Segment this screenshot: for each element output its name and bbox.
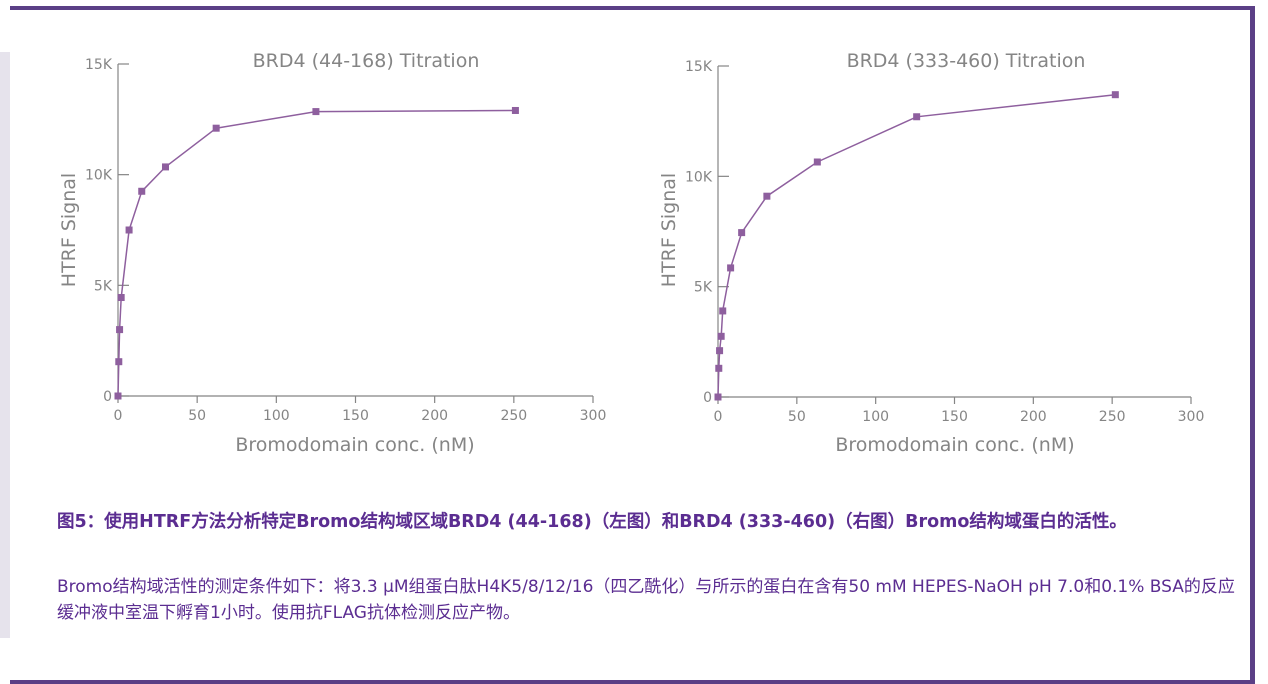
- x-tick-label: 300: [580, 408, 607, 424]
- y-tick-label: 5K: [694, 280, 713, 296]
- y-tick-label: 10K: [685, 169, 713, 185]
- x-tick-label: 250: [500, 408, 527, 424]
- x-tick-label: 0: [114, 408, 123, 424]
- x-tick-label: 150: [342, 408, 369, 424]
- data-point: [1111, 91, 1119, 99]
- data-point: [727, 264, 735, 272]
- data-point: [312, 108, 320, 116]
- series-line: [117, 109, 516, 397]
- x-tick-label: 50: [188, 408, 206, 424]
- data-point: [714, 393, 722, 401]
- x-tick-label: 150: [941, 409, 968, 425]
- data-point: [738, 229, 746, 237]
- data-point: [813, 158, 821, 166]
- data-point: [117, 294, 125, 302]
- figure-frame: [10, 6, 1255, 684]
- x-tick-label: 100: [263, 408, 290, 424]
- data-point: [116, 326, 124, 334]
- data-point: [715, 364, 723, 372]
- data-point: [212, 124, 220, 132]
- data-point: [511, 106, 519, 114]
- x-tick-label: 0: [714, 409, 723, 425]
- chart-brd4-333-460: 0 50 100 150 200 250 300 0 5K 10K 15K BRD4 (333-460…: [658, 50, 1205, 456]
- figure-caption-body: Bromo结构域活性的测定条件如下：将3.3 μM组蛋白肽H4K5/8/12/1…: [57, 577, 1235, 623]
- y-tick-label: 10K: [85, 168, 113, 184]
- chart-title: BRD4 (44-168) Titration: [253, 50, 480, 72]
- y-tick-label: 0: [703, 390, 712, 406]
- data-point: [716, 347, 724, 355]
- x-tick-label: 100: [862, 409, 889, 425]
- data-point: [913, 113, 921, 121]
- x-axis-label: Bromodomain conc. (nM): [235, 434, 474, 456]
- x-tick-label: 250: [1099, 409, 1126, 425]
- x-tick-label: 200: [1020, 409, 1047, 425]
- data-point: [162, 163, 169, 171]
- x-tick-label: 300: [1178, 409, 1205, 425]
- y-tick-label: 15K: [85, 57, 113, 73]
- y-axis-label: HTRF Signal: [58, 173, 80, 287]
- data-point: [125, 226, 133, 234]
- y-axis-label: HTRF Signal: [658, 173, 680, 287]
- chart-title: BRD4 (333-460) Titration: [847, 50, 1086, 72]
- figure-caption-title: 图5：使用HTRF方法分析特定Bromo结构域区域BRD4 (44-168)（左…: [57, 512, 1127, 532]
- y-tick-label: 0: [103, 389, 112, 405]
- series-line: [717, 93, 1116, 398]
- x-tick-label: 50: [788, 409, 806, 425]
- y-tick-label: 5K: [94, 278, 113, 294]
- chart-brd4-44-168: 0 50 100 150 200 250 300 0 5K 10K 15K BRD4 (44-168)…: [58, 50, 607, 456]
- x-axis-label: Bromodomain conc. (nM): [835, 434, 1074, 456]
- y-tick-label: 15K: [685, 59, 713, 75]
- data-point: [115, 358, 123, 366]
- data-point: [763, 192, 771, 200]
- data-point: [138, 187, 146, 195]
- left-side-band: [0, 52, 10, 638]
- data-point: [717, 332, 725, 340]
- x-tick-label: 200: [421, 408, 448, 424]
- data-point: [719, 307, 727, 315]
- data-point: [114, 392, 122, 400]
